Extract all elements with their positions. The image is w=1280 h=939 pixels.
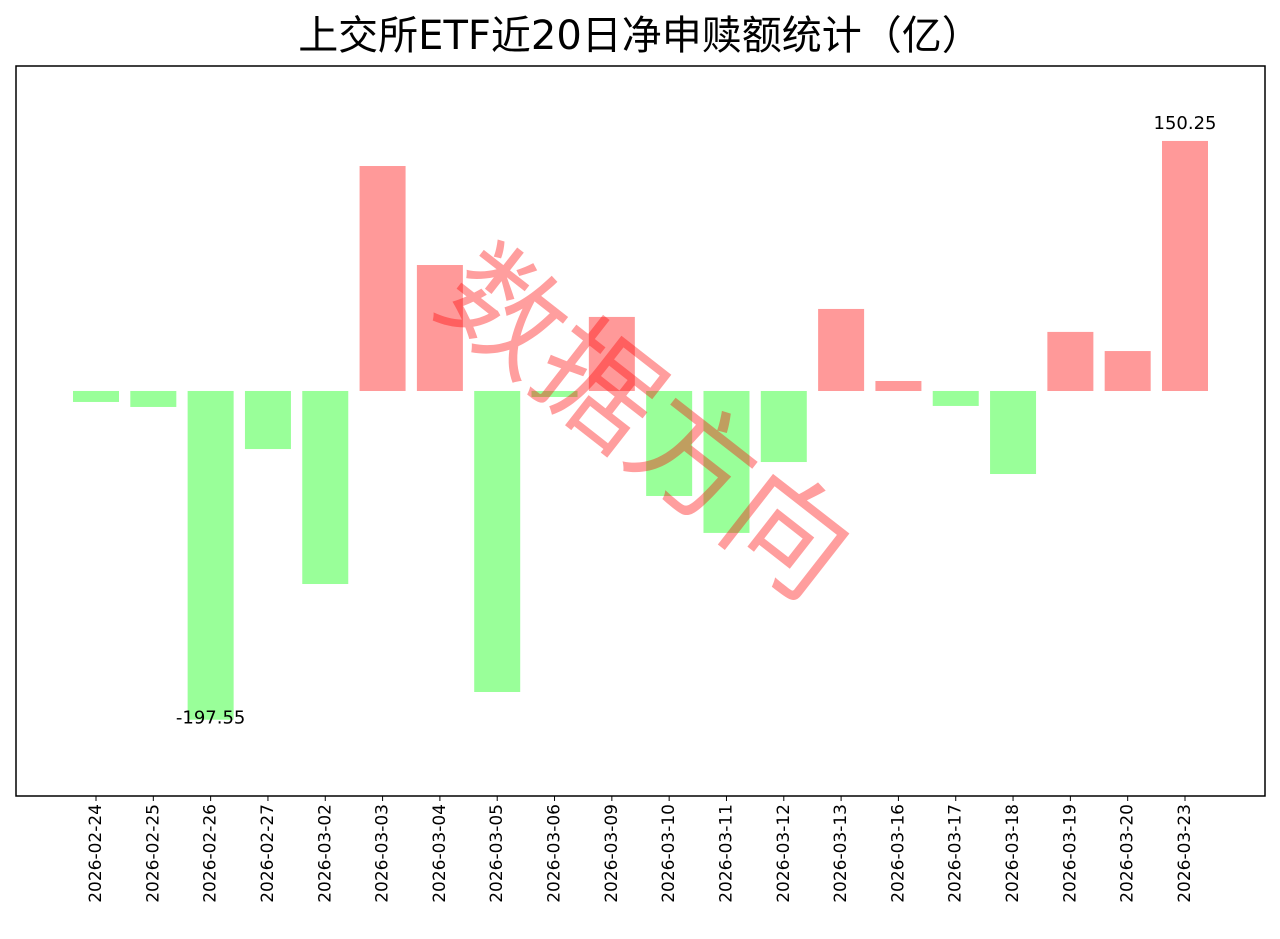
- x-tick-label: 2026-02-27: [258, 804, 278, 903]
- bar: [302, 390, 349, 585]
- x-tick-label: 2026-03-20: [1118, 804, 1138, 903]
- x-tick-label: 2026-02-25: [143, 804, 163, 903]
- bar: [73, 390, 119, 402]
- data-label: -197.55: [176, 708, 245, 729]
- x-tick-label: 2026-02-24: [86, 804, 106, 903]
- plot-frame: [15, 65, 1266, 797]
- x-tick-label: 2026-03-04: [430, 804, 450, 903]
- bar: [646, 390, 693, 496]
- x-tick-label: 2026-03-19: [1060, 804, 1080, 903]
- x-tick-label: 2026-02-26: [201, 804, 221, 903]
- bar: [818, 308, 865, 391]
- bar: [1162, 140, 1208, 391]
- x-tick-label: 2026-03-18: [1003, 804, 1023, 903]
- x-tick-label: 2026-03-05: [487, 804, 507, 903]
- bar: [187, 390, 234, 720]
- bar: [359, 166, 406, 391]
- bar: [588, 316, 635, 391]
- bar: [1047, 331, 1094, 391]
- chart-title: 上交所ETF近20日净申赎额统计（亿）: [298, 13, 982, 59]
- x-tick-label: 2026-03-06: [545, 804, 565, 903]
- bar: [1104, 351, 1151, 391]
- x-tick-label: 2026-03-10: [659, 804, 679, 903]
- x-tick-label: 2026-03-13: [831, 804, 851, 903]
- x-tick-label: 2026-03-02: [315, 804, 335, 903]
- x-tick-label: 2026-03-17: [946, 804, 966, 903]
- bar: [760, 390, 807, 463]
- bar: [875, 380, 922, 391]
- bar: [416, 265, 463, 391]
- bar: [703, 390, 750, 533]
- data-label: 150.25: [1154, 113, 1217, 134]
- bar: [932, 390, 979, 406]
- x-tick-label: 2026-03-09: [602, 804, 622, 903]
- bar: [244, 390, 291, 450]
- bar: [474, 390, 521, 692]
- bar: [130, 390, 177, 407]
- x-tick-label: 2026-03-23: [1175, 804, 1195, 903]
- x-tick-label: 2026-03-03: [373, 804, 393, 903]
- bar: [531, 390, 578, 397]
- x-tick-label: 2026-03-16: [888, 804, 908, 903]
- x-tick-label: 2026-03-11: [716, 804, 736, 903]
- x-tick-label: 2026-03-12: [774, 804, 794, 903]
- bar: [990, 390, 1037, 475]
